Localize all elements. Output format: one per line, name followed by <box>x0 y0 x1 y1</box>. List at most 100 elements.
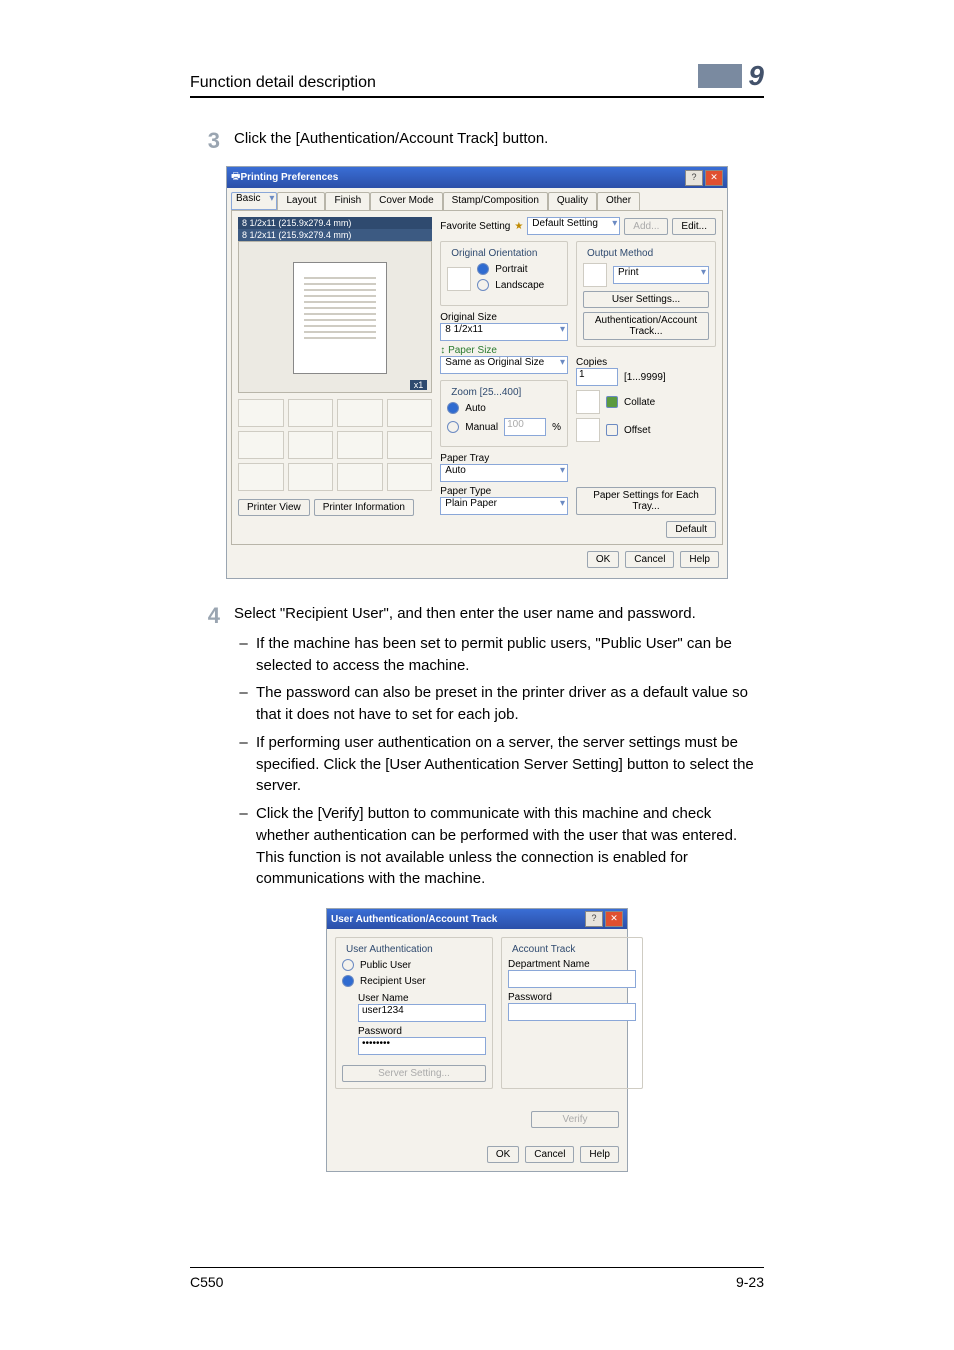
zoom-value-spinner[interactable]: 100 <box>504 418 546 436</box>
output-method-title: Output Method <box>585 248 655 259</box>
acct-password-label: Password <box>508 992 636 1003</box>
preview-option-icon[interactable] <box>337 431 383 459</box>
paper-tray-select[interactable]: Auto <box>440 464 568 482</box>
acct-password-input[interactable] <box>508 1003 636 1021</box>
orientation-icon <box>447 267 471 291</box>
help-titlebar-button[interactable]: ? <box>685 170 703 186</box>
tab-cover-mode[interactable]: Cover Mode <box>370 192 442 210</box>
output-method-select[interactable]: Print <box>613 266 709 284</box>
password-label: Password <box>358 1026 486 1037</box>
auth-cancel-button[interactable]: Cancel <box>525 1146 574 1163</box>
favorite-setting-label: Favorite Setting <box>440 221 510 232</box>
public-user-radio[interactable] <box>342 959 354 971</box>
favorite-setting-select[interactable]: Default Setting <box>527 217 620 235</box>
copies-range: [1...9999] <box>624 372 666 383</box>
paper-size-select[interactable]: Same as Original Size <box>440 356 568 374</box>
page-header-title: Function detail description <box>190 74 376 92</box>
user-authentication-dialog: User Authentication/Account Track ? ✕ Us… <box>326 908 628 1172</box>
preview-option-icon[interactable] <box>337 463 383 491</box>
tab-quality[interactable]: Quality <box>548 192 597 210</box>
tab-finish[interactable]: Finish <box>325 192 370 210</box>
step-text-3: Click the [Authentication/Account Track]… <box>234 128 764 150</box>
default-button[interactable]: Default <box>666 521 716 538</box>
chapter-number: 9 <box>748 60 764 92</box>
paper-type-select[interactable]: Plain Paper <box>440 497 568 515</box>
preview-size-line2: 8 1/2x11 (215.9x279.4 mm) <box>238 229 432 241</box>
verify-button[interactable]: Verify <box>531 1111 619 1128</box>
landscape-label: Landscape <box>495 280 544 291</box>
preview-option-icon[interactable] <box>238 399 284 427</box>
zoom-auto-radio[interactable] <box>447 402 459 414</box>
preview-multiplier: x1 <box>410 380 428 390</box>
landscape-radio[interactable] <box>477 279 489 291</box>
department-name-label: Department Name <box>508 959 636 970</box>
cancel-button[interactable]: Cancel <box>625 551 674 568</box>
step4-bullet: If the machine has been set to permit pu… <box>256 633 764 677</box>
preview-option-icon[interactable] <box>387 463 433 491</box>
account-track-title: Account Track <box>510 944 577 955</box>
paper-settings-each-tray-button[interactable]: Paper Settings for Each Tray... <box>576 487 716 515</box>
footer-left: C550 <box>190 1274 223 1290</box>
user-authentication-title: User Authentication <box>344 944 435 955</box>
output-method-icon <box>583 263 607 287</box>
paper-type-label: Paper Type <box>440 486 568 497</box>
public-user-label: Public User <box>360 960 411 971</box>
original-orientation-title: Original Orientation <box>449 248 539 259</box>
preview-option-icon[interactable] <box>387 399 433 427</box>
tabs-row: Basic Layout Finish Cover Mode Stamp/Com… <box>231 192 723 210</box>
step4-bullet: If performing user authentication on a s… <box>256 732 764 797</box>
preview-option-icon[interactable] <box>288 431 334 459</box>
help-titlebar-button[interactable]: ? <box>585 911 603 927</box>
tab-layout[interactable]: Layout <box>277 192 325 210</box>
preview-option-icon[interactable] <box>238 431 284 459</box>
server-setting-button[interactable]: Server Setting... <box>342 1065 486 1082</box>
department-name-input[interactable] <box>508 970 636 988</box>
ok-button[interactable]: OK <box>587 551 619 568</box>
help-button[interactable]: Help <box>680 551 719 568</box>
printer-view-button[interactable]: Printer View <box>238 499 310 516</box>
offset-label: Offset <box>624 425 651 436</box>
preview-size-line1: 8 1/2x11 (215.9x279.4 mm) <box>238 217 432 229</box>
zoom-manual-radio[interactable] <box>447 421 459 433</box>
zoom-title: Zoom [25...400] <box>449 387 523 398</box>
paper-size-label: ↕ Paper Size <box>440 345 568 356</box>
page-preview: x1 <box>238 241 432 393</box>
preview-option-icon[interactable] <box>387 431 433 459</box>
tab-other[interactable]: Other <box>597 192 640 210</box>
recipient-user-radio[interactable] <box>342 975 354 987</box>
authentication-account-track-button[interactable]: Authentication/Account Track... <box>583 312 709 340</box>
offset-checkbox[interactable] <box>606 424 618 436</box>
portrait-radio[interactable] <box>477 263 489 275</box>
preview-option-icon[interactable] <box>288 463 334 491</box>
printer-information-button[interactable]: Printer Information <box>314 499 414 516</box>
auth-ok-button[interactable]: OK <box>487 1146 519 1163</box>
original-size-label: Original Size <box>440 312 568 323</box>
paper-tray-label: Paper Tray <box>440 453 568 464</box>
collate-checkbox[interactable] <box>606 396 618 408</box>
tab-stamp-composition[interactable]: Stamp/Composition <box>443 192 548 210</box>
tab-basic[interactable]: Basic <box>231 192 277 210</box>
zoom-percent-label: % <box>552 422 561 433</box>
portrait-label: Portrait <box>495 264 527 275</box>
auth-help-button[interactable]: Help <box>580 1146 619 1163</box>
zoom-auto-label: Auto <box>465 403 486 414</box>
zoom-manual-label: Manual <box>465 422 498 433</box>
favorite-add-button[interactable]: Add... <box>624 218 668 235</box>
original-size-select[interactable]: 8 1/2x11 <box>440 323 568 341</box>
preview-option-icon[interactable] <box>238 463 284 491</box>
collate-icon <box>576 390 600 414</box>
step-number-3: 3 <box>190 128 234 154</box>
user-settings-button[interactable]: User Settings... <box>583 291 709 308</box>
favorite-edit-button[interactable]: Edit... <box>672 218 716 235</box>
step-number-4: 4 <box>190 603 234 629</box>
printer-icon: 🖶 <box>231 169 240 186</box>
password-input[interactable]: •••••••• <box>358 1037 486 1055</box>
user-name-input[interactable]: user1234 <box>358 1004 486 1022</box>
collate-label: Collate <box>624 397 655 408</box>
footer-right: 9-23 <box>736 1274 764 1290</box>
preview-option-icon[interactable] <box>337 399 383 427</box>
preview-option-icon[interactable] <box>288 399 334 427</box>
close-titlebar-button[interactable]: ✕ <box>605 911 623 927</box>
close-titlebar-button[interactable]: ✕ <box>705 170 723 186</box>
copies-spinner[interactable]: 1 <box>576 368 618 386</box>
